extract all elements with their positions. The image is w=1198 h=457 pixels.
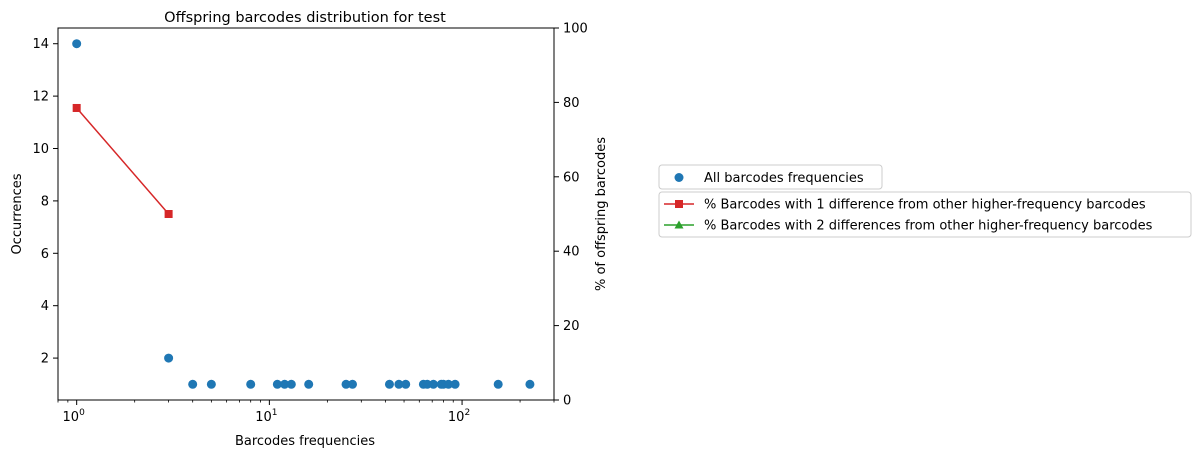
x-axis: 100 101 102: [63, 400, 470, 425]
scatter-point: [443, 379, 453, 389]
legend-line1-label: % Barcodes with 1 difference from other …: [704, 198, 1146, 213]
legend-scatter-frame: [658, 164, 883, 190]
scatter-point: [401, 379, 411, 389]
scatter-point: [246, 379, 256, 389]
scatter-point: [286, 379, 296, 389]
line-point: [72, 103, 81, 112]
scatter-point: [347, 379, 357, 389]
y2-tick-label: 60: [563, 170, 580, 185]
x-tick-label: 102: [448, 408, 470, 425]
x-tick-label: 101: [255, 408, 277, 425]
y-axis-left: 2 4 6 8 10 12 14: [32, 37, 58, 367]
chart-title: Offspring barcodes distribution for test: [164, 10, 446, 26]
chart-marks: [72, 39, 535, 389]
legend-scatter-marker: [674, 173, 684, 182]
y-tick-label: 6: [41, 247, 49, 262]
y-tick-label: 14: [32, 37, 49, 52]
y2-tick-label: 20: [563, 319, 580, 334]
y-axis-label: Occurrences: [10, 173, 25, 254]
y-tick-label: 4: [41, 299, 49, 314]
scatter-point: [272, 379, 282, 389]
scatter-point: [394, 379, 404, 389]
line-point: [164, 210, 173, 218]
scatter-point: [450, 379, 460, 389]
y2-tick-label: 0: [563, 394, 571, 409]
y2-axis-label: % of offspring barcodes: [594, 137, 609, 291]
legend-lines-frame: [658, 191, 1192, 238]
scatter-point: [493, 379, 503, 389]
scatter-point: [188, 379, 198, 389]
scatter-point: [428, 379, 438, 389]
scatter-point: [341, 379, 351, 389]
scatter-point: [206, 379, 216, 389]
scatter-point: [384, 379, 394, 389]
legend-line2-marker: [674, 220, 684, 229]
y-tick-label: 12: [32, 90, 49, 105]
legend-scatter: All barcodes frequencies: [658, 164, 883, 190]
y-axis-right: 0 20 40 60 80 100: [554, 22, 588, 409]
y-tick-label: 2: [41, 352, 49, 367]
legend-line2-label: % Barcodes with 2 differences from other…: [704, 219, 1153, 234]
axes-frame: [57, 27, 555, 401]
legend-scatter-label: All barcodes frequencies: [704, 171, 864, 186]
scatter-point: [525, 379, 535, 389]
scatter-point: [304, 379, 314, 389]
scatter-point: [280, 379, 290, 389]
y2-tick-label: 100: [563, 22, 588, 37]
y-tick-label: 8: [41, 194, 49, 209]
y-tick-label: 10: [32, 142, 49, 157]
plot-area: [57, 27, 555, 403]
x-tick-label: 100: [63, 408, 86, 425]
x-axis-label: Barcodes frequencies: [235, 434, 375, 449]
scatter-point: [72, 39, 82, 49]
y2-tick-label: 80: [563, 96, 580, 111]
legend-lines: % Barcodes with 1 difference from other …: [658, 191, 1192, 238]
legend-line1-marker: [675, 200, 683, 208]
y2-tick-label: 40: [563, 245, 580, 260]
line-series: [76, 107, 170, 215]
scatter-point: [164, 353, 174, 363]
